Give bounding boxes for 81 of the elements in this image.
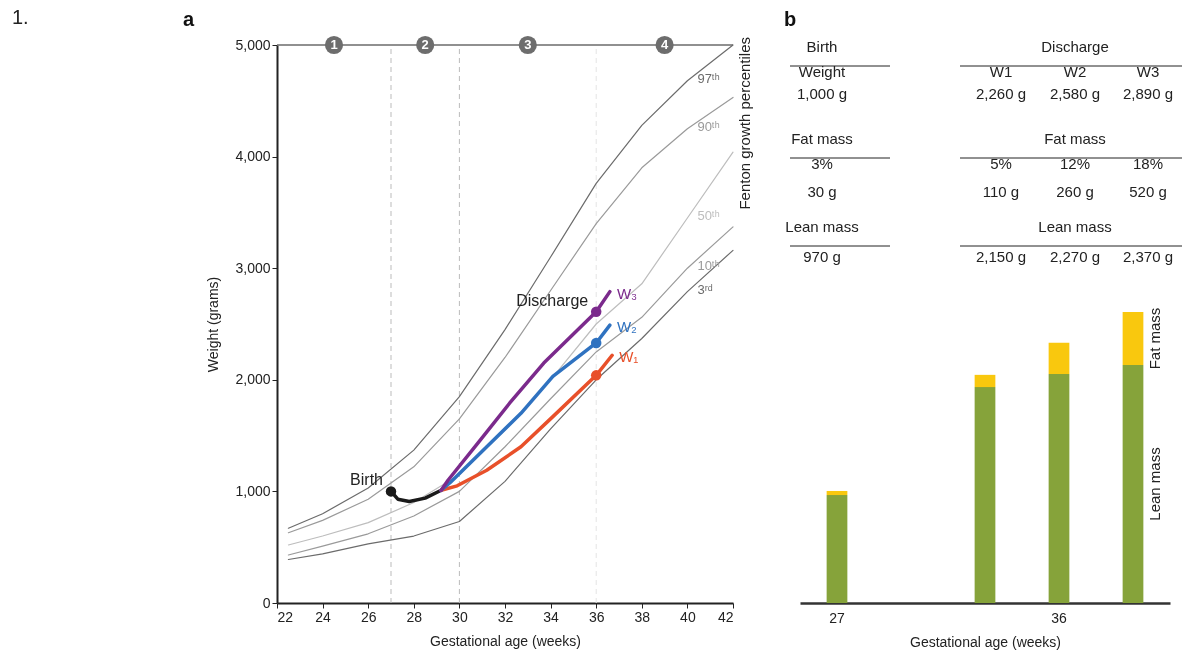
text: Weight — [798, 63, 847, 80]
series-label: 50ᵗʰ — [697, 207, 720, 223]
text: 2,260 g — [975, 85, 1027, 102]
series-label: W₂ — [616, 318, 638, 336]
text: Lean mass — [785, 218, 859, 235]
text: W1 — [989, 63, 1013, 80]
text: 110 g — [982, 183, 1020, 200]
text: 2,150 g — [975, 248, 1027, 265]
y-tick-label: 3,000 — [235, 259, 271, 276]
y-tick-label: 2,000 — [235, 371, 271, 388]
text: 12% — [1059, 155, 1091, 172]
x-tick-label: 34 — [543, 608, 560, 625]
text: Lean mass — [1146, 447, 1163, 521]
chart-title: a — [183, 8, 195, 30]
text: Discharge — [1041, 38, 1109, 55]
point — [590, 306, 602, 317]
text: 970 g — [803, 248, 841, 265]
annotation: 3 — [524, 37, 532, 52]
text: W2 — [1063, 63, 1087, 80]
x-tick-label: 24 — [315, 608, 332, 625]
text: 260 g — [1056, 183, 1094, 200]
text: 2,370 g — [1122, 248, 1174, 265]
text: 2,890 g — [1122, 85, 1174, 102]
bar — [1122, 364, 1144, 603]
y-tick-label: 1,000 — [235, 482, 271, 499]
y-tick-label: 0 — [262, 594, 271, 611]
line-series — [439, 353, 614, 493]
text: Fat mass — [1044, 130, 1106, 147]
text: W3 — [1136, 63, 1160, 80]
y-tick-label: 5,000 — [235, 36, 271, 53]
x-tick-label: 22 — [277, 608, 294, 625]
x-tick-label: 28 — [406, 608, 423, 625]
series-label: 90ᵗʰ — [697, 118, 720, 134]
text: 5% — [990, 155, 1012, 172]
bar — [974, 374, 996, 388]
annotation: 1 — [330, 37, 338, 52]
x-axis-title: Gestational age (weeks) — [430, 632, 581, 649]
text: Birth — [806, 38, 838, 55]
series-label: 97ᵗʰ — [697, 70, 720, 86]
text: Fat mass — [791, 130, 853, 147]
text: 1. — [12, 6, 29, 28]
series-label: W₁ — [619, 348, 639, 366]
y-tick-label: 4,000 — [235, 148, 271, 165]
point — [385, 486, 397, 497]
x-axis-title: Gestational age (weeks) — [910, 633, 1061, 650]
text: b — [783, 8, 797, 30]
annotation: Discharge — [516, 291, 589, 309]
x-tick-label: 40 — [680, 608, 696, 625]
text: Fat mass — [1146, 307, 1163, 370]
text: 2,270 g — [1049, 248, 1101, 265]
series-label: W₃ — [616, 284, 638, 302]
text: 2,580 g — [1049, 85, 1101, 102]
text: 520 g — [1129, 183, 1167, 200]
text: Lean mass — [1038, 218, 1112, 235]
text: 1,000 g — [796, 85, 848, 102]
bar — [826, 490, 848, 496]
series-label: 3ʳᵈ — [697, 281, 713, 297]
text: 18% — [1132, 155, 1164, 172]
bar — [1122, 312, 1144, 365]
x-tick-label: 38 — [634, 608, 651, 625]
y-axis-title: Weight (grams) — [205, 276, 222, 373]
bar — [1048, 342, 1070, 374]
line-series — [439, 289, 612, 493]
x-tick-label: 30 — [452, 608, 468, 625]
annotation: 4 — [660, 37, 669, 52]
annotation: 2 — [421, 37, 429, 52]
x-tick-label: 36 — [588, 608, 605, 625]
x-tick-label: 26 — [360, 608, 377, 625]
text: 3% — [811, 155, 833, 172]
x-tick-label: 36 — [1051, 609, 1067, 626]
annotation: Birth — [350, 471, 383, 489]
point — [590, 370, 602, 381]
text: 30 g — [807, 183, 837, 200]
bar — [1048, 373, 1070, 603]
x-tick-label: 27 — [829, 609, 845, 626]
point — [590, 337, 602, 349]
bar — [826, 495, 848, 603]
x-tick-label: 42 — [717, 608, 734, 625]
bar — [974, 387, 996, 603]
x-tick-label: 32 — [497, 608, 514, 625]
text: Fenton growth percentiles — [736, 37, 753, 210]
